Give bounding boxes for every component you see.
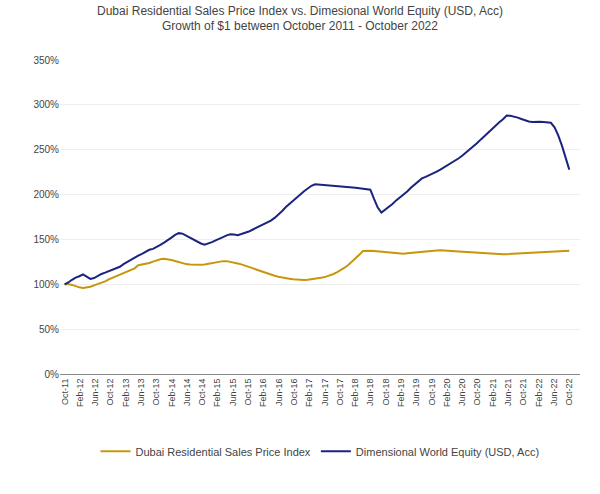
svg-text:Oct-17: Oct-17 [335, 379, 345, 406]
svg-text:0%: 0% [45, 369, 60, 380]
svg-text:Feb-16: Feb-16 [258, 379, 268, 408]
svg-text:Jun-18: Jun-18 [365, 379, 375, 407]
svg-text:Oct-21: Oct-21 [518, 379, 528, 406]
svg-text:Feb-21: Feb-21 [488, 379, 498, 408]
svg-text:300%: 300% [33, 99, 59, 110]
svg-text:Jun-20: Jun-20 [457, 379, 467, 407]
svg-text:200%: 200% [33, 189, 59, 200]
svg-text:Jun-14: Jun-14 [182, 379, 192, 407]
svg-text:Feb-22: Feb-22 [534, 379, 544, 408]
svg-text:Jun-19: Jun-19 [411, 379, 421, 407]
svg-text:Jun-12: Jun-12 [90, 379, 100, 407]
svg-text:100%: 100% [33, 279, 59, 290]
svg-text:Jun-13: Jun-13 [136, 379, 146, 407]
svg-text:Jun-22: Jun-22 [549, 379, 559, 407]
svg-text:Feb-14: Feb-14 [167, 379, 177, 408]
svg-text:Oct-18: Oct-18 [381, 379, 391, 406]
svg-text:Oct-11: Oct-11 [60, 379, 70, 405]
svg-text:Oct-15: Oct-15 [243, 379, 253, 406]
svg-text:Jun-15: Jun-15 [228, 379, 238, 407]
svg-text:Feb-17: Feb-17 [304, 379, 314, 408]
svg-text:Feb-19: Feb-19 [396, 379, 406, 408]
svg-text:Oct-12: Oct-12 [105, 379, 115, 406]
svg-text:Feb-18: Feb-18 [350, 379, 360, 408]
svg-text:250%: 250% [33, 144, 59, 155]
svg-text:50%: 50% [39, 324, 59, 335]
svg-text:Jun-17: Jun-17 [320, 379, 330, 407]
svg-text:Oct-19: Oct-19 [427, 379, 437, 406]
svg-text:Feb-13: Feb-13 [121, 379, 131, 408]
svg-text:Dimensional World Equity (USD,: Dimensional World Equity (USD, Acc) [356, 446, 539, 458]
svg-text:Oct-16: Oct-16 [289, 379, 299, 406]
svg-text:Oct-13: Oct-13 [151, 379, 161, 406]
svg-text:150%: 150% [33, 234, 59, 245]
svg-text:Feb-20: Feb-20 [442, 379, 452, 408]
svg-text:Dubai Residential Sales Price: Dubai Residential Sales Price Index [136, 446, 311, 458]
svg-text:Oct-22: Oct-22 [564, 379, 574, 406]
svg-text:Feb-15: Feb-15 [212, 379, 222, 408]
svg-text:Oct-20: Oct-20 [472, 379, 482, 406]
svg-text:Jun-21: Jun-21 [503, 379, 513, 407]
svg-text:Oct-14: Oct-14 [197, 379, 207, 406]
svg-text:Feb-12: Feb-12 [75, 379, 85, 408]
svg-text:Dubai Residential Sales Price: Dubai Residential Sales Price Index vs. … [97, 4, 503, 34]
svg-text:350%: 350% [33, 55, 59, 66]
svg-text:Jun-16: Jun-16 [274, 379, 284, 407]
